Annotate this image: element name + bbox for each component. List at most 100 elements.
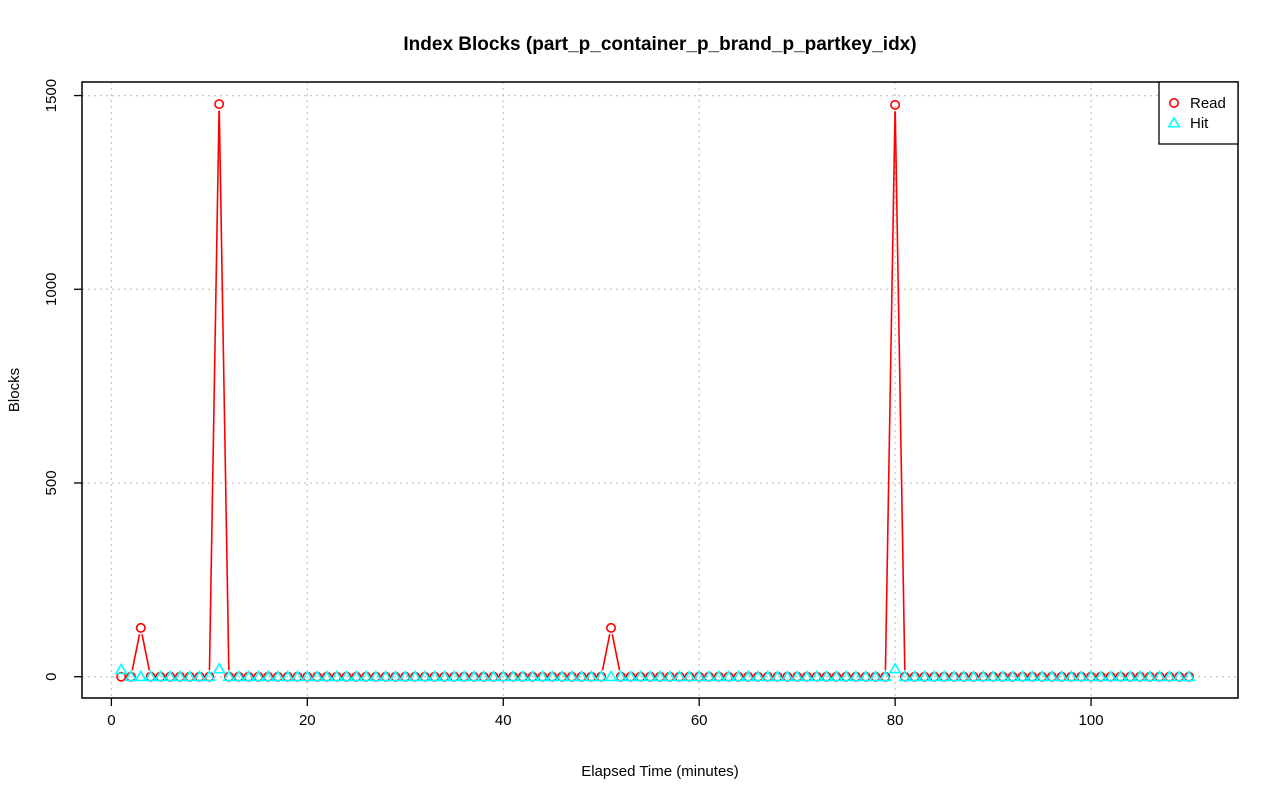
data-point [1104,669,1118,682]
y-tick-label: 1500 [43,79,60,112]
data-point [447,669,461,682]
data-point [908,669,922,682]
data-point [114,662,128,675]
series-read [116,99,1195,682]
y-tick-label: 0 [43,673,60,681]
data-point [917,669,932,682]
data-point [1015,669,1030,682]
series-line-segment [218,110,230,671]
data-point [1055,669,1069,682]
data-point [947,669,961,682]
data-point [290,669,305,682]
series-line-segment [131,634,141,671]
plot-series [114,99,1196,682]
data-point [232,669,246,682]
series-line-segment [601,634,611,671]
data-point [1074,669,1088,682]
series-line-segment [611,634,621,671]
data-point [1025,669,1039,682]
data-point [1064,669,1079,682]
data-point [359,669,373,682]
data-point [624,669,638,682]
data-point [986,669,1000,682]
data-point [996,669,1010,682]
data-point [477,669,491,682]
series-line-segment [141,634,151,671]
data-point [173,669,187,682]
grid [82,82,1238,698]
data-point [339,669,354,682]
data-point [545,669,559,682]
data-point [606,622,617,633]
data-point [741,669,755,682]
data-point [134,669,148,682]
data-point [1133,669,1147,682]
x-tick-label: 40 [495,712,512,729]
data-point [751,669,765,682]
data-point [594,669,608,682]
chart-title: Index Blocks (part_p_container_p_brand_p… [403,34,916,55]
x-axis-label: Elapsed Time (minutes) [581,763,739,780]
legend-marker-read [1169,98,1180,109]
data-point [1182,669,1196,682]
series-line-segment [208,110,220,671]
data-point [976,669,990,682]
data-point [506,669,520,682]
data-point [1045,669,1059,682]
data-point [682,669,696,682]
data-point [829,669,843,682]
plot-frame [81,81,1239,699]
x-tick-label: 80 [887,712,904,729]
data-point [584,669,599,682]
x-tick-label: 60 [691,712,708,729]
data-point [535,669,550,682]
series-line-segment [884,111,896,671]
data-point [1094,669,1108,682]
data-point [379,669,393,682]
data-point [770,669,785,682]
data-point [526,669,540,682]
data-point [692,669,706,682]
data-point [281,669,295,682]
data-point [780,669,794,682]
data-point [428,669,442,682]
data-point [1035,669,1049,682]
data-point [555,669,569,682]
data-point [212,662,226,674]
legend-box [1158,81,1239,145]
data-point [457,669,471,682]
data-point [135,622,146,633]
data-point [800,669,814,682]
data-point [849,669,863,682]
x-tick-label: 20 [299,712,316,729]
data-point [222,669,236,682]
data-point [633,669,647,682]
data-point [1123,669,1137,682]
data-point [516,669,530,682]
data-point [966,669,981,682]
data-point [937,669,951,682]
legend-label-read: Read [1190,95,1226,112]
data-point [859,669,873,682]
data-point [251,669,265,682]
data-point [1084,669,1098,682]
data-point [673,669,687,682]
data-point [214,99,225,110]
data-point [496,669,510,682]
data-point [839,669,853,682]
data-point [898,669,912,682]
data-point [890,99,901,110]
data-point [1143,669,1157,682]
data-point [888,662,902,674]
x-tick-label: 0 [107,712,115,729]
data-point [437,669,452,682]
data-point [810,669,824,682]
data-point [349,669,363,682]
y-tick-label: 500 [43,470,60,495]
data-point [927,669,941,682]
y-tick-label: 1000 [43,273,60,306]
data-point [192,669,207,682]
data-point [163,669,177,682]
